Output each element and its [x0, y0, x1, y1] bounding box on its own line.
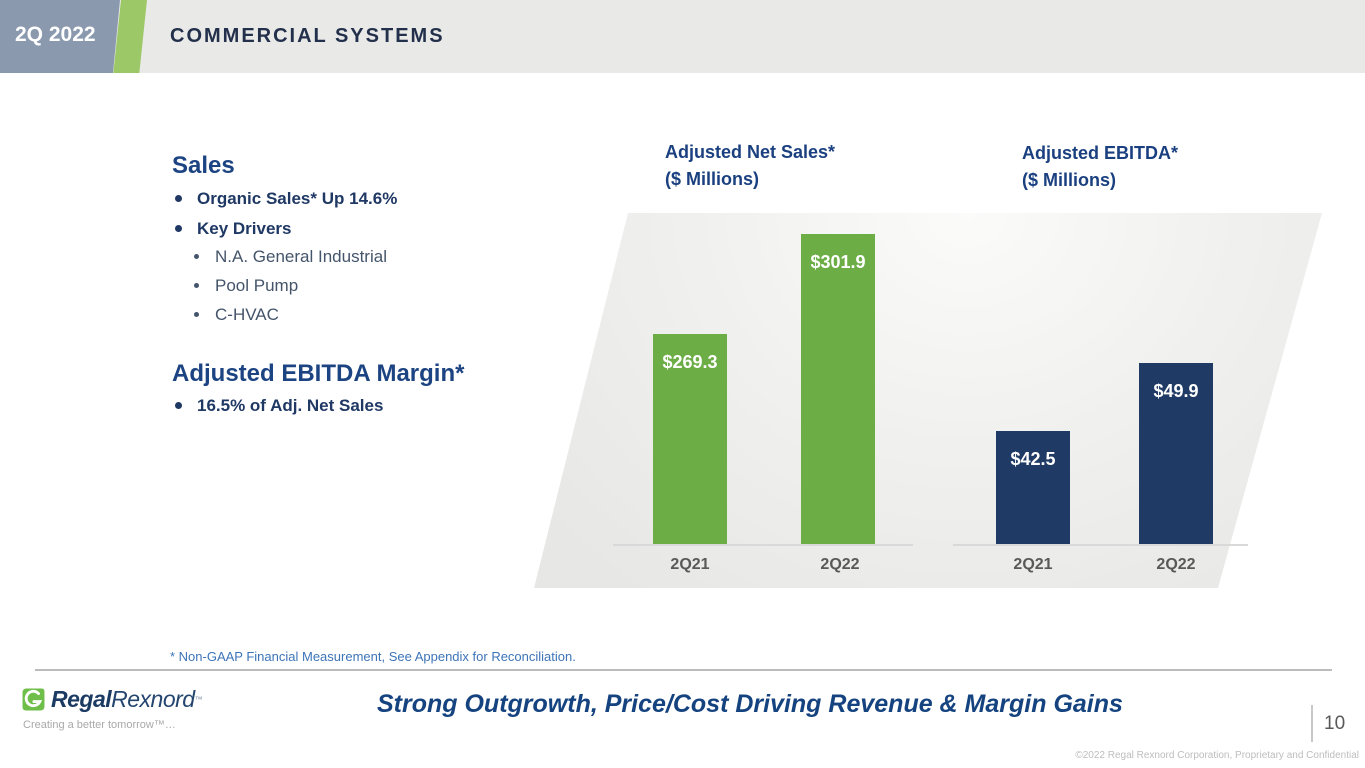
list-item: C-HVAC [192, 304, 387, 333]
chart2-title-line: Adjusted EBITDA* [1022, 143, 1179, 163]
bar-ebitda-2q21: $42.5 [996, 431, 1070, 545]
page-number-divider [1311, 705, 1313, 742]
chart1-subtitle: ($ Millions) [665, 169, 759, 189]
non-gaap-footnote: * Non-GAAP Financial Measurement, See Ap… [170, 649, 576, 664]
bar-value-label: $42.5 [1010, 449, 1056, 469]
quarter-badge-label: 2Q 2022 [15, 23, 96, 46]
bar-ebitda-2q22: $49.9 [1139, 363, 1213, 545]
list-item: Organic Sales* Up 14.6% [172, 188, 397, 218]
ebitda-margin-heading: Adjusted EBITDA Margin* [172, 360, 465, 387]
copyright-notice: ©2022 Regal Rexnord Corporation, Proprie… [1075, 750, 1359, 761]
bar-net-sales-2q21: $269.3 [653, 334, 727, 545]
logo-text-rexnord: Rexnord [111, 686, 195, 712]
list-item: Key Drivers [172, 218, 397, 248]
chart2-tick-2q21: 2Q21 [1013, 556, 1053, 573]
sales-heading: Sales [172, 152, 235, 179]
company-logo: Regal Rexnord ™ [20, 686, 203, 713]
logo-text-regal: Regal [51, 686, 112, 712]
chart2-axis-line [953, 544, 1248, 546]
page-number: 10 [1324, 713, 1346, 734]
chart2-title: Adjusted EBITDA* ($ Millions) [1022, 140, 1178, 194]
slide-takeaway-slogan: Strong Outgrowth, Price/Cost Driving Rev… [377, 690, 1123, 718]
sales-bullet-list: Organic Sales* Up 14.6% Key Drivers [172, 188, 397, 248]
bar-net-sales-2q22: $301.9 [801, 234, 875, 545]
chart2-subtitle: ($ Millions) [1022, 170, 1116, 190]
chart1-title-line: Adjusted Net Sales* [665, 142, 836, 162]
header-band: 2Q 2022 COMMERCIAL SYSTEMS [0, 0, 1365, 73]
logo-tagline: Creating a better tomorrow™… [23, 719, 176, 731]
chart1-axis-line [613, 544, 913, 546]
chart2-tick-2q22: 2Q22 [1156, 556, 1196, 573]
bar-value-label: $269.3 [662, 352, 718, 372]
list-item: Pool Pump [192, 275, 387, 304]
logo-trademark: ™ [194, 694, 203, 704]
bar-value-label: $301.9 [810, 252, 866, 272]
list-item: N.A. General Industrial [192, 246, 387, 275]
regal-rexnord-logo-icon [22, 688, 45, 711]
list-item: 16.5% of Adj. Net Sales [172, 395, 383, 425]
key-drivers-sublist: N.A. General Industrial Pool Pump C-HVAC [192, 246, 387, 333]
page-title: COMMERCIAL SYSTEMS [170, 25, 445, 47]
chart1-tick-2q21: 2Q21 [670, 556, 710, 573]
ebitda-bullet-list: 16.5% of Adj. Net Sales [172, 395, 383, 425]
bar-value-label: $49.9 [1153, 381, 1199, 401]
footer-divider [35, 669, 1332, 671]
chart1-title: Adjusted Net Sales* ($ Millions) [665, 139, 835, 193]
chart1-tick-2q22: 2Q22 [820, 556, 860, 573]
